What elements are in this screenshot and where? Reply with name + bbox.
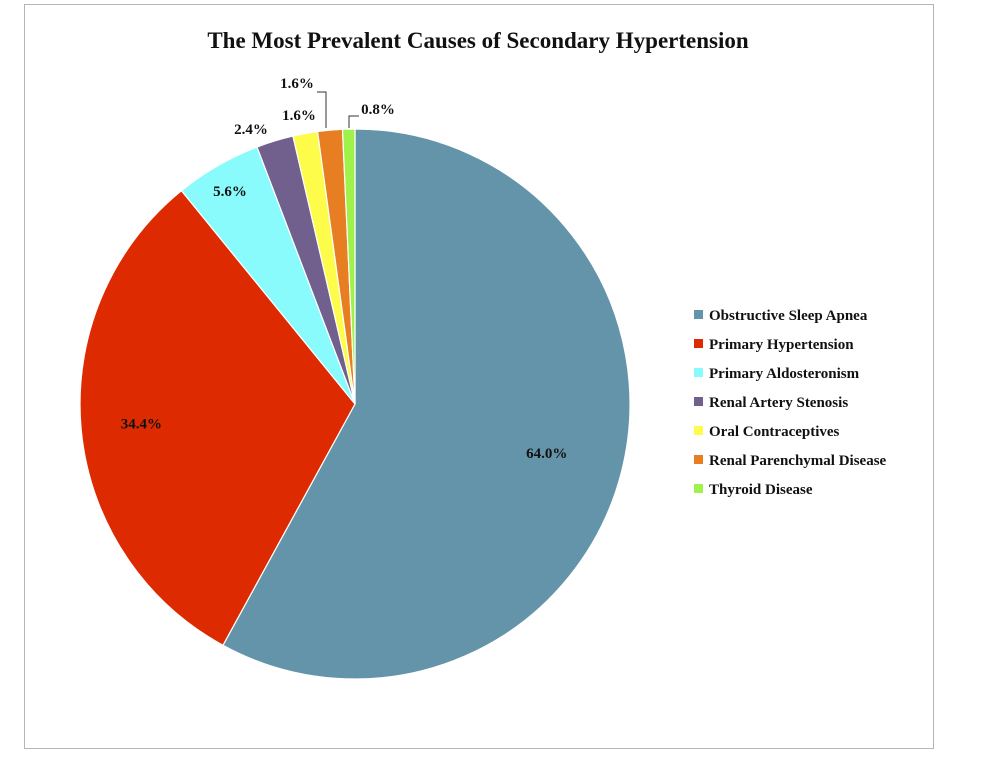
legend-swatch-primary-hypertension: [694, 339, 703, 348]
legend-swatch-oral-contraceptives: [694, 426, 703, 435]
legend-item-oral-contraceptives: Oral Contraceptives: [694, 424, 840, 440]
slice-obstructive-sleep-apnea: [222, 128, 631, 680]
slice-label-renal-artery-stenosis: 2.4%: [234, 122, 268, 138]
slice-labels: 64.0% 34.4% 5.6% 2.4% 1.6% 1.6% 0.8%: [121, 76, 568, 462]
slice-label-primary-hypertension: 34.4%: [121, 417, 162, 433]
slice-label-thyroid-disease: 0.8%: [361, 102, 395, 118]
legend-item-primary-hypertension: Primary Hypertension: [694, 337, 854, 353]
legend-item-renal-parenchymal-disease: Renal Parenchymal Disease: [694, 453, 887, 469]
legend-item-renal-artery-stenosis: Renal Artery Stenosis: [694, 395, 848, 411]
slice-label-oral-contraceptives: 1.6%: [282, 108, 316, 124]
slice-label-primary-aldosteronism: 5.6%: [213, 184, 247, 200]
legend-label-oral-contraceptives: Oral Contraceptives: [709, 424, 840, 440]
legend: Obstructive Sleep Apnea Primary Hypertens…: [694, 308, 887, 498]
legend-swatch-renal-parenchymal-disease: [694, 455, 703, 464]
legend-item-thyroid-disease: Thyroid Disease: [694, 482, 813, 498]
legend-swatch-obstructive-sleep-apnea: [694, 310, 703, 319]
leader-line-thyroid-disease: [348, 115, 359, 128]
legend-label-renal-parenchymal-disease: Renal Parenchymal Disease: [709, 453, 887, 469]
legend-swatch-renal-artery-stenosis: [694, 397, 703, 406]
legend-item-primary-aldosteronism: Primary Aldosteronism: [694, 366, 860, 382]
leader-line-renal-parenchymal-disease: [317, 91, 327, 128]
legend-swatch-primary-aldosteronism: [694, 368, 703, 377]
slice-label-obstructive-sleep-apnea: 64.0%: [526, 446, 567, 462]
slice-thyroid-disease: [341, 128, 356, 405]
legend-label-thyroid-disease: Thyroid Disease: [709, 482, 813, 498]
legend-swatch-thyroid-disease: [694, 484, 703, 493]
leader-lines: [317, 91, 359, 128]
legend-label-renal-artery-stenosis: Renal Artery Stenosis: [709, 395, 848, 411]
chart-title: The Most Prevalent Causes of Secondary H…: [207, 28, 749, 53]
legend-label-primary-aldosteronism: Primary Aldosteronism: [709, 366, 860, 382]
legend-label-obstructive-sleep-apnea: Obstructive Sleep Apnea: [709, 308, 868, 324]
slice-label-renal-parenchymal-disease: 1.6%: [280, 76, 314, 92]
legend-item-obstructive-sleep-apnea: Obstructive Sleep Apnea: [694, 308, 868, 324]
slice-primary-hypertension: [79, 189, 356, 647]
legend-label-primary-hypertension: Primary Hypertension: [709, 337, 854, 353]
pie-slices: [79, 128, 631, 680]
